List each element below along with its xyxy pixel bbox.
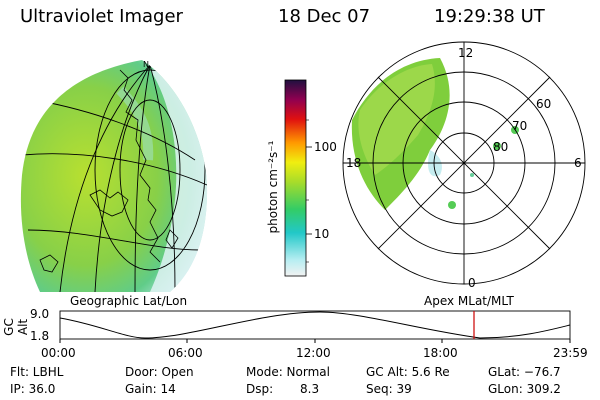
mode-info: Mode: Normal <box>246 365 330 379</box>
mlt-label-0: 0 <box>468 276 476 290</box>
geographic-lon-info: GLon: 309.2 <box>488 382 561 396</box>
intensity-colorbar <box>284 79 312 277</box>
dsp-label: Dsp: <box>246 382 274 396</box>
geographic-caption: Geographic Lat/Lon <box>70 294 188 308</box>
timeline-tick-1200: 12:00 <box>296 346 331 360</box>
svg-text:N: N <box>143 60 149 69</box>
mlt-label-12: 12 <box>458 46 474 60</box>
timeline-y-min: 1.8 <box>30 329 50 343</box>
polar-mlat-mlt-plot <box>342 41 586 285</box>
sequence-info: Seq: 39 <box>366 382 412 396</box>
geographic-lat-info: GLat: −76.7 <box>488 365 561 379</box>
timeline-y-axis-label: GC Alt <box>2 318 30 336</box>
timeline-tick-0000: 00:00 <box>41 346 76 360</box>
mlat-label-70: 70 <box>512 119 528 133</box>
timeline-y-max: 9.0 <box>30 307 50 321</box>
mlat-label-80: 80 <box>493 140 509 154</box>
gc-altitude-info: GC Alt: 5.6 Re <box>366 365 450 379</box>
colorbar-unit-label: photon cm⁻²s⁻¹ <box>266 140 280 234</box>
instrument-title: Ultraviolet Imager <box>20 6 183 27</box>
colorbar-tick-100: 100 <box>314 140 337 154</box>
gain-info: Gain: 14 <box>125 382 176 396</box>
apex-caption: Apex MLat/MLT <box>424 294 514 308</box>
mlt-label-18: 18 <box>346 156 362 170</box>
observation-time: 19:29:38 UT <box>434 6 545 27</box>
timeline-tick-1800: 18:00 <box>423 346 458 360</box>
ip-info: IP: 36.0 <box>10 382 56 396</box>
mlat-label-60: 60 <box>536 97 552 111</box>
timeline-tick-0600: 06:00 <box>168 346 203 360</box>
mlt-label-6: 6 <box>574 156 582 170</box>
dsp-value: 8.3 <box>300 382 320 396</box>
timeline-tick-2359: 23:59 <box>553 346 588 360</box>
colorbar-tick-10: 10 <box>314 227 330 241</box>
altitude-timeline-plot <box>59 310 571 343</box>
door-info: Door: Open <box>125 365 194 379</box>
observation-date: 18 Dec 07 <box>278 6 371 27</box>
filter-info: Flt: LBHL <box>10 365 64 379</box>
geographic-earth-image: N <box>20 60 208 292</box>
